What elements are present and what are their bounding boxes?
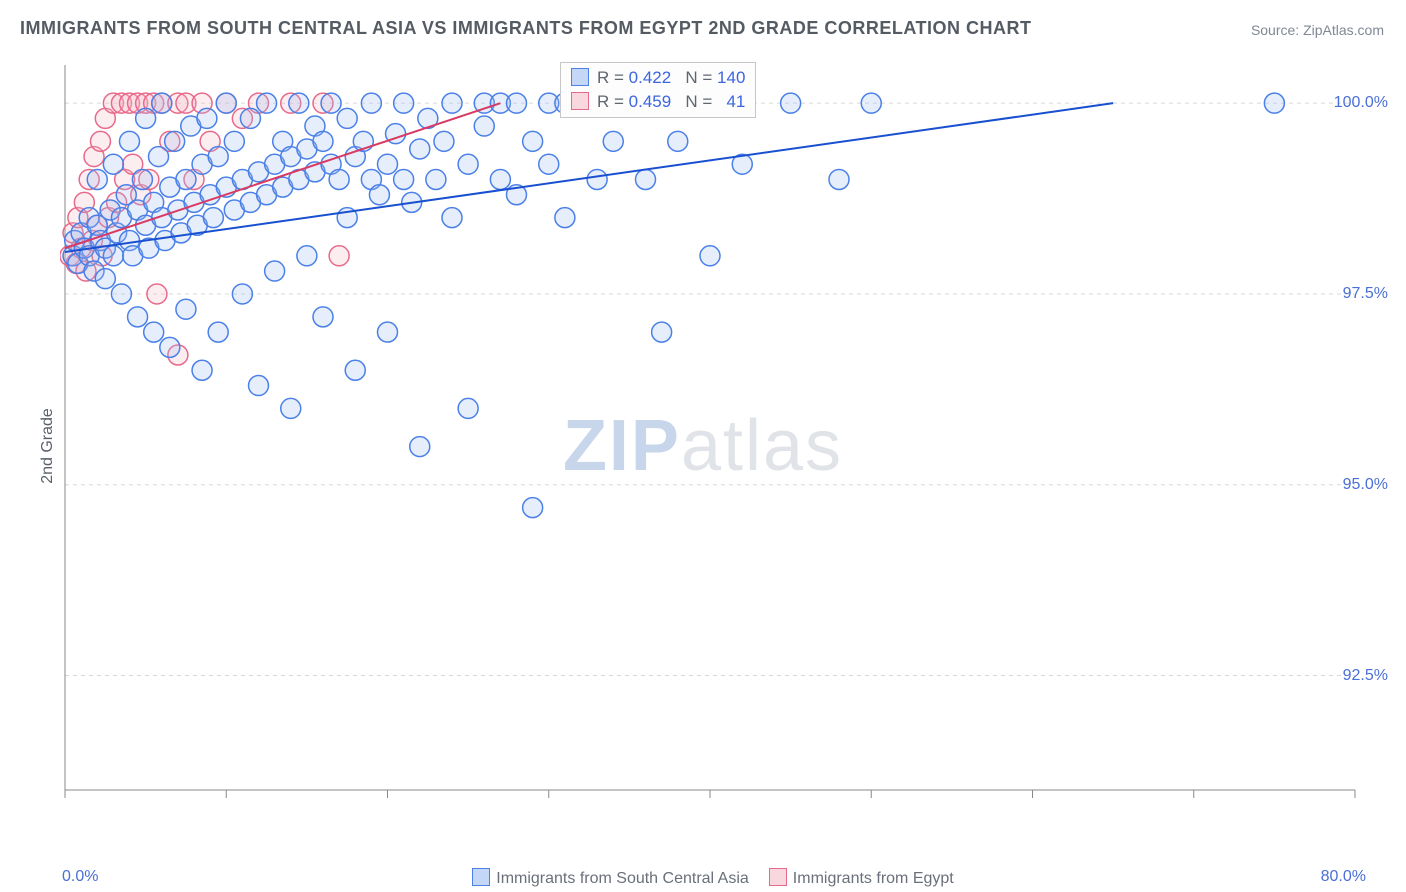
legend-n-value: 140 bbox=[717, 68, 745, 87]
legend-swatch-icon bbox=[571, 68, 589, 86]
scatter-plot bbox=[60, 60, 1360, 830]
y-axis-label: 2nd Grade bbox=[39, 408, 57, 484]
chart-title: IMMIGRANTS FROM SOUTH CENTRAL ASIA VS IM… bbox=[20, 18, 1032, 39]
legend-series-label: Immigrants from Egypt bbox=[793, 870, 954, 887]
legend-swatch-icon bbox=[472, 868, 490, 886]
legend-series-label: Immigrants from South Central Asia bbox=[496, 870, 749, 887]
legend-swatch-icon bbox=[769, 868, 787, 886]
legend-row: R = 0.422 N = 140 bbox=[571, 66, 745, 90]
y-tick-label: 95.0% bbox=[1343, 476, 1388, 494]
series-legend: Immigrants from South Central Asia Immigr… bbox=[0, 868, 1406, 888]
legend-swatch-icon bbox=[571, 92, 589, 110]
correlation-legend-box: R = 0.422 N = 140R = 0.459 N = 41 bbox=[560, 62, 756, 118]
legend-r-value: 0.422 bbox=[629, 68, 672, 87]
y-tick-label: 97.5% bbox=[1343, 285, 1388, 303]
source-attribution: Source: ZipAtlas.com bbox=[1251, 22, 1384, 38]
y-tick-label: 92.5% bbox=[1343, 667, 1388, 685]
legend-r-value: 0.459 bbox=[629, 92, 672, 111]
legend-row: R = 0.459 N = 41 bbox=[571, 90, 745, 114]
chart-container: IMMIGRANTS FROM SOUTH CENTRAL ASIA VS IM… bbox=[0, 0, 1406, 892]
legend-n-value: 41 bbox=[722, 92, 746, 111]
y-tick-label: 100.0% bbox=[1334, 94, 1388, 112]
